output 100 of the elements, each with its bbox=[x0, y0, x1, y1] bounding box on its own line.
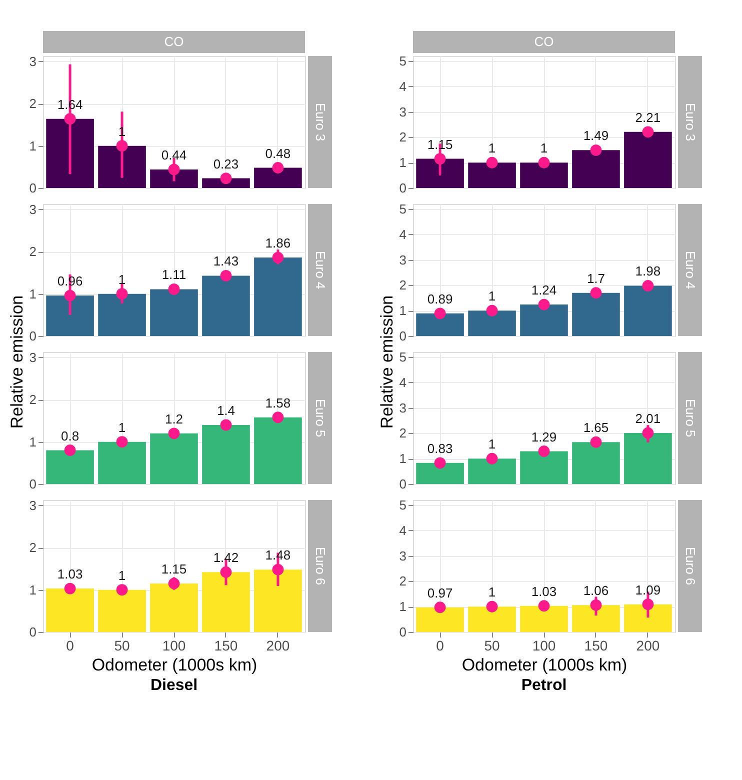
bar bbox=[46, 296, 94, 336]
y-tick-label: 3 bbox=[399, 104, 406, 120]
x-axis-title: Odometer (1000s km) bbox=[462, 656, 628, 674]
data-label: 1.58 bbox=[265, 395, 291, 410]
x-tick-label: 0 bbox=[66, 638, 74, 654]
x-tick-label: 200 bbox=[636, 638, 660, 654]
y-tick-label: 0 bbox=[399, 624, 406, 640]
data-label: 1.09 bbox=[635, 582, 661, 598]
point bbox=[116, 584, 128, 596]
data-label: 1.98 bbox=[635, 264, 661, 279]
y-tick-label: 5 bbox=[399, 350, 406, 365]
data-label: 1.29 bbox=[531, 429, 557, 444]
point bbox=[116, 288, 128, 300]
y-tick-label: 0 bbox=[399, 328, 406, 344]
data-label: 1.4 bbox=[216, 402, 236, 418]
data-label: 0.48 bbox=[265, 146, 291, 161]
text: Diesel bbox=[150, 677, 198, 694]
y-tick-label: 3 bbox=[29, 498, 36, 513]
point bbox=[64, 113, 76, 125]
bar bbox=[46, 450, 94, 484]
text: Euro 4 bbox=[313, 250, 328, 290]
y-tick-label: 5 bbox=[399, 202, 406, 217]
bar bbox=[254, 570, 302, 632]
y-tick-label: 3 bbox=[399, 400, 406, 416]
bar bbox=[150, 584, 198, 632]
bar bbox=[254, 258, 302, 336]
point bbox=[538, 298, 550, 310]
point bbox=[642, 427, 654, 439]
bar bbox=[98, 146, 146, 188]
point bbox=[116, 436, 128, 448]
y-tick-label: 1 bbox=[399, 599, 406, 614]
y-tick-label: 0 bbox=[29, 624, 36, 640]
point bbox=[434, 457, 446, 469]
data-label: 0.44 bbox=[161, 147, 187, 162]
data-label: 1.2 bbox=[164, 411, 184, 426]
point bbox=[64, 290, 76, 302]
text: Euro 5 bbox=[313, 398, 328, 438]
data-label: 1.86 bbox=[265, 236, 291, 251]
x-axis-title: Odometer (1000s km) bbox=[92, 656, 258, 674]
bar bbox=[150, 169, 198, 188]
point bbox=[486, 156, 498, 168]
point bbox=[168, 578, 180, 590]
data-label: 0.97 bbox=[427, 585, 453, 600]
point bbox=[642, 126, 654, 138]
data-label: 0.83 bbox=[427, 440, 453, 456]
bar bbox=[468, 162, 516, 188]
text: Euro 3 bbox=[683, 102, 698, 142]
bar bbox=[416, 158, 464, 188]
data-label: 1 bbox=[488, 584, 496, 600]
y-tick-label: 2 bbox=[399, 426, 406, 441]
y-tick-label: 0 bbox=[29, 180, 36, 196]
y-tick-label: 4 bbox=[399, 78, 406, 94]
bar bbox=[150, 289, 198, 336]
bar bbox=[202, 424, 250, 484]
y-tick-label: 3 bbox=[399, 548, 406, 564]
bar bbox=[46, 588, 94, 632]
y-tick-label: 2 bbox=[399, 130, 406, 145]
data-label: 1.15 bbox=[427, 136, 453, 152]
y-tick-label: 0 bbox=[399, 476, 406, 492]
data-label: 1 bbox=[118, 420, 126, 435]
data-label: 1.65 bbox=[583, 420, 609, 436]
point bbox=[64, 444, 76, 456]
bar bbox=[150, 433, 198, 484]
y-tick-label: 0 bbox=[29, 476, 36, 492]
y-tick-label: 2 bbox=[29, 540, 36, 556]
data-label: 1 bbox=[488, 288, 496, 304]
text: Euro 6 bbox=[683, 546, 698, 586]
data-label: 2.01 bbox=[635, 410, 661, 426]
bar bbox=[98, 442, 146, 484]
y-tick-label: 0 bbox=[399, 180, 406, 196]
point bbox=[538, 446, 550, 457]
point bbox=[272, 564, 284, 576]
point bbox=[220, 172, 232, 184]
y-tick-label: 1 bbox=[399, 303, 406, 318]
x-tick-label: 150 bbox=[214, 638, 238, 654]
point bbox=[272, 162, 284, 174]
point bbox=[168, 284, 180, 295]
y-axis-title: Relative emission bbox=[377, 295, 396, 429]
y-tick-label: 1 bbox=[29, 138, 36, 154]
data-label: 0.89 bbox=[427, 291, 453, 306]
bar bbox=[624, 286, 672, 336]
bar bbox=[572, 150, 620, 188]
bar bbox=[416, 462, 464, 484]
x-tick-label: 50 bbox=[484, 638, 500, 654]
y-tick-label: 2 bbox=[399, 278, 406, 293]
bar bbox=[98, 590, 146, 632]
point bbox=[220, 419, 232, 431]
data-label: 1 bbox=[488, 436, 496, 452]
data-label: 1.11 bbox=[162, 267, 186, 282]
y-tick-label: 2 bbox=[399, 574, 406, 589]
data-label: 1.49 bbox=[583, 128, 609, 144]
y-tick-label: 3 bbox=[29, 202, 36, 217]
bar bbox=[468, 310, 516, 336]
bar bbox=[416, 313, 464, 336]
y-tick-label: 0 bbox=[29, 328, 36, 344]
y-tick-label: 4 bbox=[399, 374, 406, 390]
chart-title: CO bbox=[164, 34, 184, 49]
point bbox=[116, 140, 128, 152]
point bbox=[434, 308, 446, 320]
data-label: 1.06 bbox=[583, 583, 609, 598]
